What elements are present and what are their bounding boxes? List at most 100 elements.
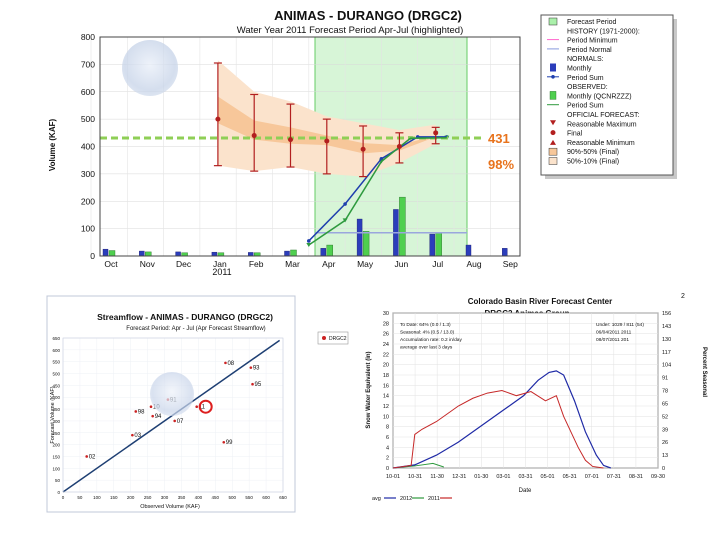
legend-swatch (549, 91, 557, 100)
x-tick-label: 10-01 (386, 474, 400, 480)
info-left-line: Accumulation rate: 0.2 in/day (400, 337, 462, 343)
legend-entry: Final (567, 131, 583, 138)
legend-swatch (548, 17, 558, 26)
y2-tick-label: 13 (662, 453, 668, 459)
x-tick-label: Jan (213, 259, 227, 269)
y2-tick-label: 78 (662, 389, 668, 395)
scatter-point (224, 361, 227, 365)
final-forecast-point (251, 133, 257, 139)
series-2011-line (392, 389, 604, 469)
x-tick-label: 300 (161, 495, 169, 500)
scatter-point (149, 405, 153, 409)
scatter-chart: Streamflow - ANIMAS - DURANGO (DRGC2) Fo… (46, 295, 349, 513)
observed-monthly-bar (108, 250, 116, 257)
legend-entry: 50%-10% (Final) (567, 159, 619, 166)
axes: 00 50 50 100 100 150 150 200 200 250 250 300 300 350 3… (52, 336, 287, 500)
normal-monthly-bar (320, 248, 326, 257)
x-tick-label: 500 (228, 495, 236, 500)
final-forecast-point (433, 130, 439, 136)
normal-monthly-bar (502, 248, 508, 257)
final-forecast-point (215, 116, 221, 122)
chart3-title: Colorado Basin River Forecast Center (468, 297, 612, 306)
scatter-point-label: 93 (253, 366, 260, 372)
forecast-band-90-50 (217, 96, 436, 154)
legend-entry: 2011 (428, 496, 440, 502)
y-tick-label: 0 (57, 490, 60, 495)
official-forecasts (213, 62, 440, 178)
x-tick-label: 200 (127, 495, 135, 500)
final-forecast-point (396, 144, 402, 149)
y2-tick-label: 65 (662, 401, 668, 407)
main-volume-chart: 0 100 200 300 400 500 600 700 800 Oct Nov Dec Jan Feb… (48, 8, 521, 277)
y2-tick-label: 130 (662, 337, 671, 343)
x-tick-label: 03-01 (496, 474, 510, 480)
info-left-line: To Date: 64% (0.0 / 1.3) (400, 322, 451, 328)
scatter-point-label: 07 (177, 419, 184, 425)
x-tick-label: 05-01 (541, 474, 555, 480)
final-forecast-point (324, 138, 330, 144)
scatter-point-label: 98 (138, 409, 145, 415)
observed-period-sum-line (308, 136, 447, 246)
chart2-subtitle: Forecast Period: Apr - Jul (Apr Forecast… (126, 326, 265, 332)
scatter-point (85, 455, 88, 458)
normal-monthly-bar (284, 250, 290, 257)
series-avg-line (392, 370, 612, 469)
scatter-point (222, 440, 226, 444)
y-tick-label: 100 (52, 466, 60, 471)
legend-label: DRGC2 (329, 336, 347, 342)
y-tick-label: 2 (386, 456, 389, 462)
y-tick-label: 18 (383, 373, 389, 379)
x-tick-label: 05-31 (563, 474, 577, 480)
y-tick-label: 350 (52, 407, 60, 412)
x-tick-label: 100 (93, 495, 101, 500)
x-tick-label: Mar (285, 259, 300, 269)
scatter-point (134, 410, 138, 413)
info-right-line: 08/07/2011 201 (596, 337, 629, 343)
chart3-y2label: Percent Seasonal (701, 347, 707, 397)
legend-entry: NORMALS: (567, 56, 604, 63)
y-tick-label: 28 (383, 321, 389, 327)
y-tick-label: 14 (383, 394, 389, 400)
normals-period-sum-line (308, 136, 447, 242)
y-tick-label: 4 (386, 445, 389, 451)
x-tick-label: 11-30 (430, 474, 444, 480)
x-tick-label: 01-30 (474, 474, 488, 480)
normal-monthly-bar (211, 251, 218, 257)
y-tick-label: 150 (52, 454, 60, 459)
scatter-point (249, 366, 253, 369)
scatter-point (131, 433, 134, 437)
x-tick-label: 08-31 (629, 474, 643, 480)
x-tick-label: 350 (178, 495, 186, 500)
legend-swatch (550, 130, 556, 136)
axes: 0246810121416182022242628300132639526578… (383, 311, 671, 480)
observed-monthly-bar (145, 251, 152, 257)
x-tick-label: Nov (140, 259, 156, 269)
y-tick-label: 22 (383, 352, 389, 358)
y2-tick-label: 143 (662, 324, 671, 330)
final-forecast-point (288, 137, 293, 143)
legend-entry: Period Minimum (567, 38, 618, 45)
y-tick-label: 30 (383, 311, 389, 317)
legend-swatch (550, 120, 556, 126)
y-tick-label: 400 (81, 142, 95, 152)
legend-entry: Forecast Period (567, 19, 617, 26)
scatter-point-label: 11 (199, 405, 206, 411)
legend-swatch (548, 147, 558, 156)
y2-tick-label: 117 (662, 350, 671, 356)
legend-swatch (550, 63, 556, 72)
scatter-point (173, 419, 176, 423)
x-tick-label: 600 (262, 495, 270, 500)
info-text: To Date: 64% (0.0 / 1.3) Seasonal: 4% (0.… (400, 322, 644, 351)
y-tick-label: 300 (52, 419, 60, 424)
x-tick-label: 400 (195, 495, 203, 500)
normal-monthly-bar (429, 233, 435, 257)
y-tick-label: 500 (52, 372, 60, 377)
final-forecast-point (360, 146, 366, 152)
x-tick-label: 0 (62, 495, 65, 500)
grid (392, 312, 659, 469)
y-tick-label: 26 (383, 332, 389, 338)
legend-entry: 90%-50% (Final) (567, 149, 619, 156)
scatter-point (251, 382, 254, 386)
y-tick-label: 400 (52, 395, 60, 400)
